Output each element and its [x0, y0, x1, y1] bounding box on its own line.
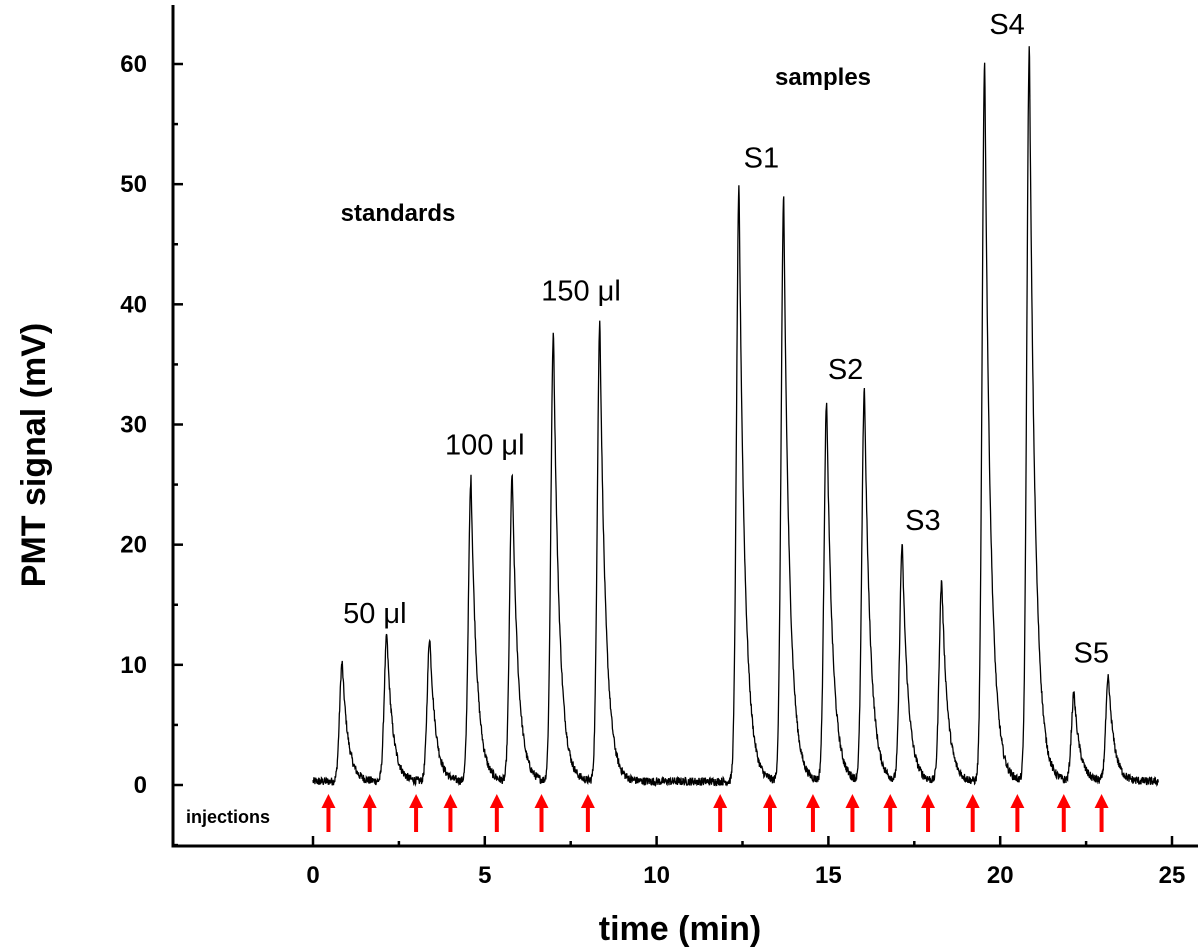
- y-axis-title: PMT signal (mV): [15, 323, 53, 587]
- y-tick-label: 30: [120, 412, 147, 439]
- y-tick-label: 50: [120, 171, 147, 198]
- y-tick-label: 10: [120, 652, 147, 679]
- x-tick-label: 15: [815, 862, 842, 889]
- injection-arrow: [713, 794, 728, 832]
- injection-arrow: [443, 794, 458, 832]
- injection-arrow: [965, 794, 980, 832]
- peak-label: S1: [744, 142, 779, 174]
- x-tick-label: 5: [478, 862, 491, 889]
- y-tick-label: 0: [134, 772, 147, 799]
- injection-arrow: [362, 794, 377, 832]
- y-axis-ticks: 0 10 20 30 40 50 60: [120, 51, 183, 847]
- y-tick-label: 20: [120, 532, 147, 559]
- injection-arrow: [321, 794, 336, 832]
- x-tick-label: 0: [306, 862, 319, 889]
- injection-arrow: [883, 794, 898, 832]
- injection-arrow: [409, 794, 424, 832]
- x-tick-label: 10: [643, 862, 670, 889]
- injection-arrow: [762, 794, 777, 832]
- injection-arrow: [921, 794, 936, 832]
- x-tick-label: 25: [1159, 862, 1186, 889]
- x-tick-label: 20: [987, 862, 1014, 889]
- y-tick-label: 40: [120, 291, 147, 318]
- peak-labels: 50 μl 100 μl 150 μl S1 S2 S3 S4 S5: [343, 9, 1109, 669]
- injection-arrow: [534, 794, 549, 832]
- injection-arrow: [580, 794, 595, 832]
- peak-label: 100 μl: [445, 430, 525, 462]
- injection-arrow: [1094, 794, 1109, 832]
- injection-arrow: [805, 794, 820, 832]
- injection-arrow: [489, 794, 504, 832]
- injection-arrows: [321, 794, 1109, 832]
- injection-arrow: [1056, 794, 1071, 832]
- standards-annotation: standards: [341, 200, 456, 227]
- peak-label: 50 μl: [343, 598, 406, 630]
- x-axis-title: time (min): [599, 910, 761, 948]
- samples-annotation: samples: [775, 64, 871, 91]
- series: [312, 46, 1159, 788]
- peak-label: S2: [828, 354, 863, 386]
- y-tick-label: 60: [120, 51, 147, 78]
- peak-label: S5: [1074, 637, 1109, 669]
- peak-label: 150 μl: [541, 276, 621, 308]
- peak-label: S4: [989, 9, 1024, 41]
- x-axis-ticks: 0 5 10 15 20 25: [306, 836, 1185, 889]
- injections-annotation: injections: [186, 807, 270, 827]
- peak-label: S3: [905, 505, 940, 537]
- pmt-signal-trace: [312, 46, 1159, 788]
- injection-arrow: [1010, 794, 1025, 832]
- injection-arrow: [845, 794, 860, 832]
